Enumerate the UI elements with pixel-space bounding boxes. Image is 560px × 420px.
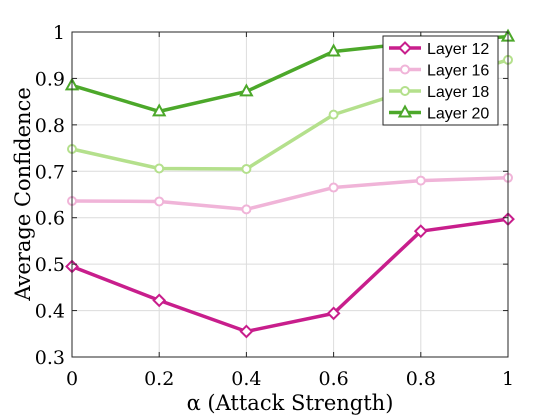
legend-item: Layer 18: [389, 84, 489, 101]
x-tick-label: 0.8: [406, 368, 436, 390]
data-point: [413, 224, 428, 239]
plot-frame: [71, 31, 509, 358]
series-line: [71, 176, 509, 212]
legend-marker: [397, 104, 413, 118]
y-tick-label: 0.4: [35, 301, 65, 323]
data-point: [152, 103, 167, 117]
legend-label: Layer 18: [427, 84, 489, 101]
data-point: [152, 293, 167, 308]
legend-marker: [400, 64, 410, 75]
y-axis-label: Average Confidence: [11, 87, 35, 302]
legend-item: Layer 16: [389, 63, 489, 80]
data-point: [154, 163, 165, 174]
x-axis-label: α (Attack Strength): [187, 391, 394, 415]
y-tick-labels: 0.3 0.4 0.5 0.6 0.7 0.8 0.9 1: [35, 22, 65, 369]
legend-label: Layer 16: [427, 63, 489, 80]
y-tick-label: 0.9: [35, 68, 65, 90]
data-point: [328, 182, 339, 193]
x-tick-label: 0.2: [144, 368, 174, 390]
data-point: [326, 306, 341, 321]
data-point: [241, 163, 252, 174]
legend: Layer 12 Layer 16 Layer 18 Layer 20: [382, 35, 499, 126]
y-tick-label: 0.3: [35, 347, 65, 369]
x-tick-label: 0.6: [318, 368, 348, 390]
legend-item: Layer 12: [389, 41, 489, 58]
data-point: [154, 196, 165, 207]
x-tick-label: 0: [66, 368, 78, 390]
series-layer: [64, 28, 516, 339]
data-point: [415, 175, 426, 186]
data-point: [241, 204, 252, 215]
y-tick-label: 0.7: [35, 161, 65, 183]
data-point: [239, 324, 254, 339]
series-layer-12: [65, 212, 515, 339]
y-tick-label: 0.8: [35, 115, 65, 137]
data-point: [328, 109, 339, 120]
legend-marker: [400, 86, 410, 96]
data-point: [326, 43, 341, 57]
legend-item: Layer 20: [389, 104, 489, 123]
x-tick-label: 0.4: [231, 368, 261, 390]
series-line: [71, 217, 509, 334]
data-point: [239, 83, 254, 97]
axis-ticks: [71, 31, 509, 358]
y-tick-label: 0.6: [35, 208, 65, 230]
x-tick-labels: 0 0.2 0.4 0.6 0.8 1: [66, 368, 514, 390]
legend-label: Layer 20: [427, 106, 489, 123]
legend-marker: [398, 41, 412, 55]
y-tick-label: 0.5: [35, 254, 65, 276]
y-tick-label: 1: [53, 22, 65, 44]
series-layer-16: [67, 172, 513, 215]
legend-label: Layer 12: [427, 41, 489, 58]
x-tick-label: 1: [502, 368, 514, 390]
